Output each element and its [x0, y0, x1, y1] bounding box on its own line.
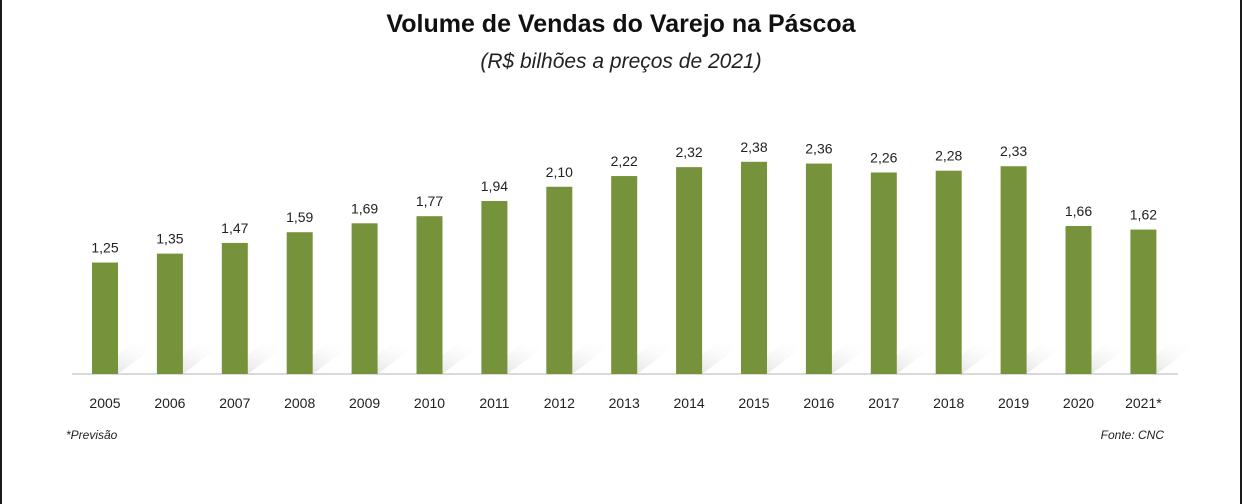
- data-label: 2,36: [805, 141, 832, 157]
- chart-title: Volume de Vendas do Varejo na Páscoa: [386, 10, 856, 38]
- data-label: 1,77: [416, 193, 443, 209]
- x-tick-label: 2021*: [1125, 395, 1162, 411]
- bar-2006: [156, 253, 183, 374]
- x-tick-label: 2013: [609, 395, 640, 411]
- x-tick-label: 2012: [544, 395, 575, 411]
- data-label: 2,38: [740, 139, 767, 155]
- forecast-note: *Previsão: [66, 428, 118, 442]
- x-tick-label: 2010: [414, 395, 445, 411]
- data-label: 2,28: [935, 148, 962, 164]
- data-label: 1,66: [1065, 203, 1092, 219]
- bar-2021: [1130, 229, 1157, 374]
- bar-2016: [805, 163, 832, 374]
- bar-2007: [221, 242, 248, 374]
- bar-2014: [676, 167, 703, 374]
- data-label: 2,33: [1000, 143, 1027, 159]
- bar-2017: [870, 172, 897, 374]
- x-tick-label: 2014: [674, 395, 705, 411]
- data-label: 2,26: [870, 149, 897, 165]
- bar-2020: [1065, 225, 1092, 374]
- bar-2019: [1000, 166, 1027, 374]
- bar-2008: [286, 232, 313, 374]
- x-tick-label: 2015: [738, 395, 769, 411]
- bar-2012: [546, 186, 573, 374]
- data-label: 1,35: [156, 231, 183, 247]
- x-tick-label: 2017: [868, 395, 899, 411]
- data-label: 2,10: [546, 164, 573, 180]
- chart-subtitle: (R$ bilhões a preços de 2021): [480, 50, 762, 73]
- data-label: 2,22: [611, 153, 638, 169]
- source-note: Fonte: CNC: [1100, 428, 1164, 442]
- data-label: 1,94: [481, 178, 508, 194]
- data-label: 2,32: [675, 144, 702, 160]
- x-tick-label: 2020: [1063, 395, 1094, 411]
- data-label: 1,25: [91, 240, 118, 256]
- x-tick-label: 2018: [933, 395, 964, 411]
- bar-2011: [481, 201, 508, 374]
- x-tick-label: 2009: [349, 395, 380, 411]
- data-label: 1,69: [351, 200, 378, 216]
- x-tick-label: 2011: [479, 395, 509, 411]
- bar-2009: [351, 223, 378, 374]
- bar-2015: [741, 161, 767, 374]
- bar-2018: [935, 170, 962, 374]
- bar-2005: [92, 262, 118, 374]
- x-tick-label: 2005: [89, 395, 120, 411]
- bar-2013: [611, 176, 638, 374]
- x-tick-label: 2007: [219, 395, 250, 411]
- data-label: 1,59: [286, 209, 313, 225]
- x-tick-label: 2019: [998, 395, 1029, 411]
- x-tick-label: 2006: [154, 395, 185, 411]
- x-tick-label: 2008: [284, 395, 315, 411]
- data-label: 1,62: [1130, 207, 1157, 223]
- bar-2010: [416, 216, 443, 374]
- x-tick-label: 2016: [803, 395, 834, 411]
- data-label: 1,47: [221, 220, 248, 236]
